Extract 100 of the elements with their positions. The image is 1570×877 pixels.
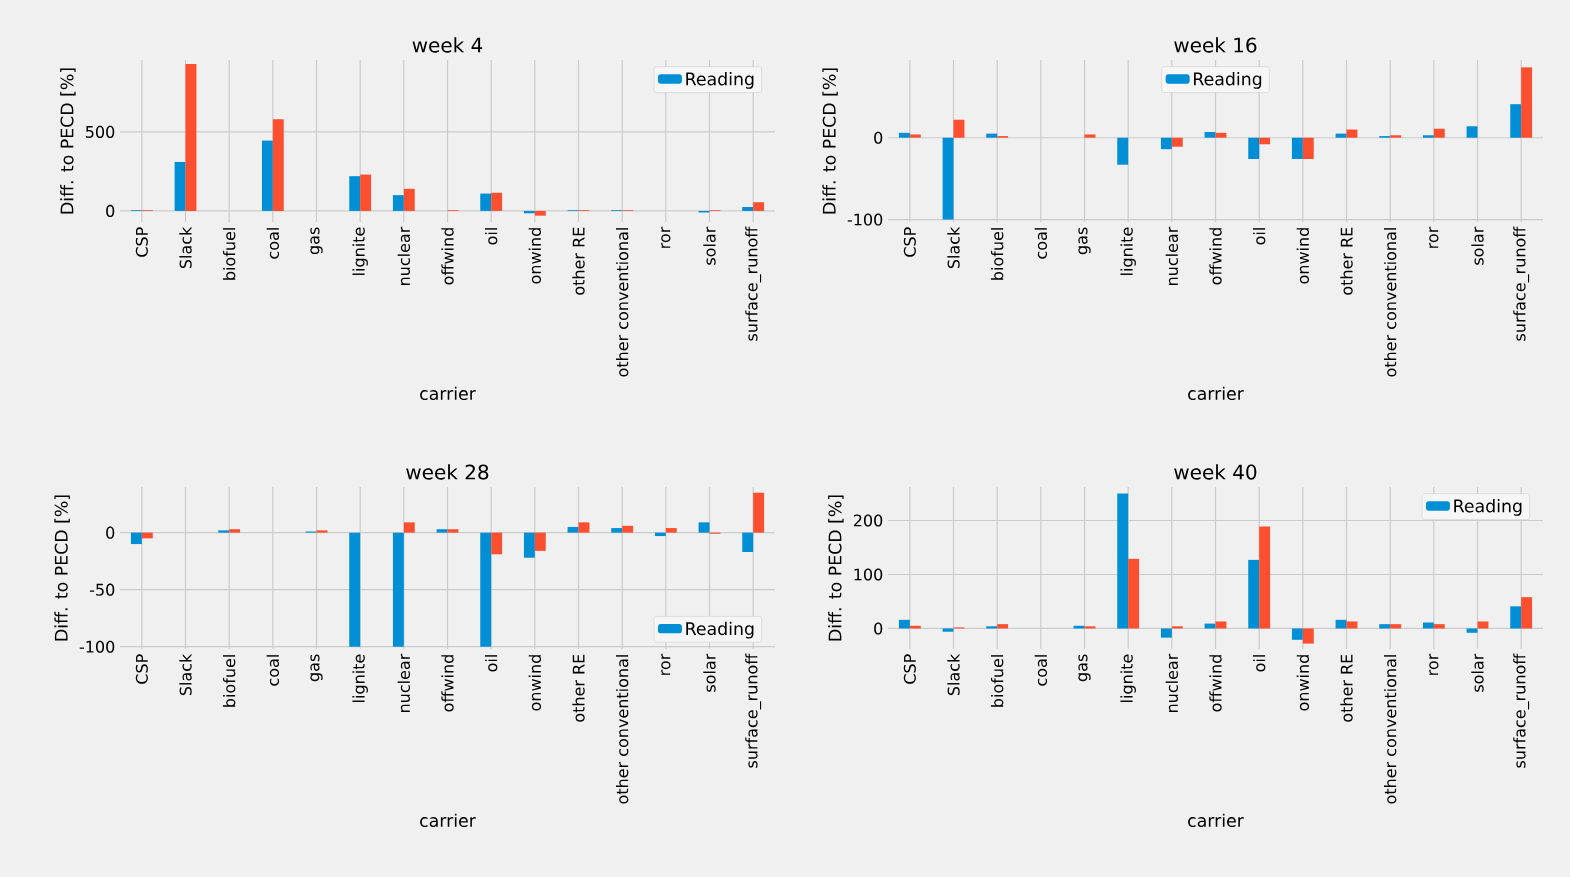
bar (1291, 628, 1303, 640)
x-tick-label: Slack (179, 653, 192, 696)
x-tick-label: Slack (947, 226, 960, 269)
legend-label: Reading (1454, 499, 1522, 516)
bar (698, 522, 710, 533)
bar (742, 206, 754, 211)
y-tick-label: 500 (85, 125, 115, 138)
bar (1117, 493, 1129, 629)
x-tick-label: lignite (352, 227, 368, 275)
bar (130, 532, 142, 545)
bar (567, 526, 579, 533)
bar (1302, 628, 1314, 644)
legend-label: Reading (686, 72, 754, 89)
chart-title: week 16 (1174, 37, 1257, 53)
y-axis-title: Diff. to PECD [%] (60, 68, 76, 214)
bar (1204, 132, 1216, 138)
bar (1215, 132, 1227, 138)
bar (360, 174, 372, 211)
bar (986, 626, 998, 629)
x-axis-title: carrier (1188, 813, 1244, 828)
x-tick-label: solar (703, 653, 716, 692)
bar (1248, 559, 1260, 629)
bar (218, 530, 230, 533)
x-tick-label: oil (1252, 228, 1266, 245)
x-tick-label: onwind (1296, 228, 1310, 284)
x-tick-label: lignite (1120, 654, 1136, 702)
x-tick-label: gas (1078, 227, 1091, 255)
bar (480, 532, 492, 647)
bar (622, 525, 634, 533)
bar (349, 532, 361, 647)
bar (1117, 137, 1129, 165)
bar (1510, 104, 1522, 138)
x-tick-label: other RE (572, 654, 585, 722)
x-tick-label: surface_runoff (1513, 653, 1530, 768)
x-tick-label: solar (703, 226, 716, 265)
bar (261, 140, 273, 211)
bar (1390, 135, 1402, 138)
x-axis-title: carrier (1188, 386, 1244, 401)
x-tick-label: solar (1471, 653, 1484, 692)
bar (534, 532, 546, 551)
x-tick-label: ror (661, 226, 671, 248)
x-tick-label: CSP (135, 227, 148, 257)
y-tick-label: 200 (853, 514, 883, 527)
x-tick-label: other RE (1340, 227, 1353, 295)
x-tick-label: other conventional (615, 655, 629, 804)
x-tick-label: offwind (441, 228, 454, 285)
bar (898, 619, 910, 629)
bar (1379, 624, 1391, 629)
bar (1477, 621, 1489, 629)
bar (997, 624, 1009, 629)
bar (1259, 526, 1271, 629)
x-tick-label: other conventional (1383, 228, 1397, 377)
bar (753, 492, 765, 533)
x-tick-label: Slack (179, 226, 192, 269)
bar (1291, 137, 1303, 159)
bar (1302, 137, 1314, 159)
y-axis-title: Diff. to PECD [%] (54, 495, 70, 641)
x-tick-label: oil (484, 228, 498, 245)
bar (1215, 621, 1227, 629)
bar (1335, 133, 1347, 138)
bar (909, 134, 921, 138)
bar (611, 528, 623, 533)
x-tick-label: gas (310, 227, 323, 255)
bar (1160, 628, 1172, 638)
bar (1160, 137, 1172, 150)
x-tick-label: offwind (441, 655, 454, 712)
x-tick-label: gas (1078, 654, 1091, 682)
x-tick-label: onwind (528, 655, 542, 711)
bar (1433, 624, 1445, 629)
x-tick-label: coal (266, 655, 280, 686)
bar (1335, 619, 1347, 629)
x-tick-label: ror (1429, 226, 1439, 248)
x-tick-label: lignite (352, 654, 368, 702)
x-tick-label: onwind (1296, 655, 1310, 711)
y-tick-label: -100 (79, 640, 115, 653)
x-tick-label: coal (266, 228, 280, 259)
bar (753, 202, 765, 211)
chart-title: week 28 (406, 464, 489, 480)
x-tick-label: gas (310, 654, 323, 682)
bar (742, 532, 754, 553)
bar (316, 530, 328, 533)
x-tick-label: other RE (1340, 654, 1353, 722)
bar (953, 119, 965, 138)
x-tick-label: surface_runoff (1513, 226, 1530, 341)
bar (898, 132, 910, 138)
bar (1128, 558, 1140, 629)
x-tick-label: coal (1034, 228, 1048, 259)
x-tick-label: other conventional (615, 228, 629, 377)
x-axis-title: carrier (420, 386, 476, 401)
y-tick-label: 100 (854, 568, 883, 581)
bar (1084, 134, 1096, 138)
x-tick-label: biofuel (222, 655, 236, 707)
bar (403, 522, 415, 533)
x-tick-label: lignite (1120, 227, 1136, 275)
x-tick-label: other conventional (1383, 655, 1397, 804)
x-tick-label: offwind (1209, 228, 1222, 285)
x-tick-label: biofuel (222, 228, 236, 280)
bar (349, 176, 361, 211)
bar (534, 210, 546, 216)
bar (1248, 137, 1260, 159)
